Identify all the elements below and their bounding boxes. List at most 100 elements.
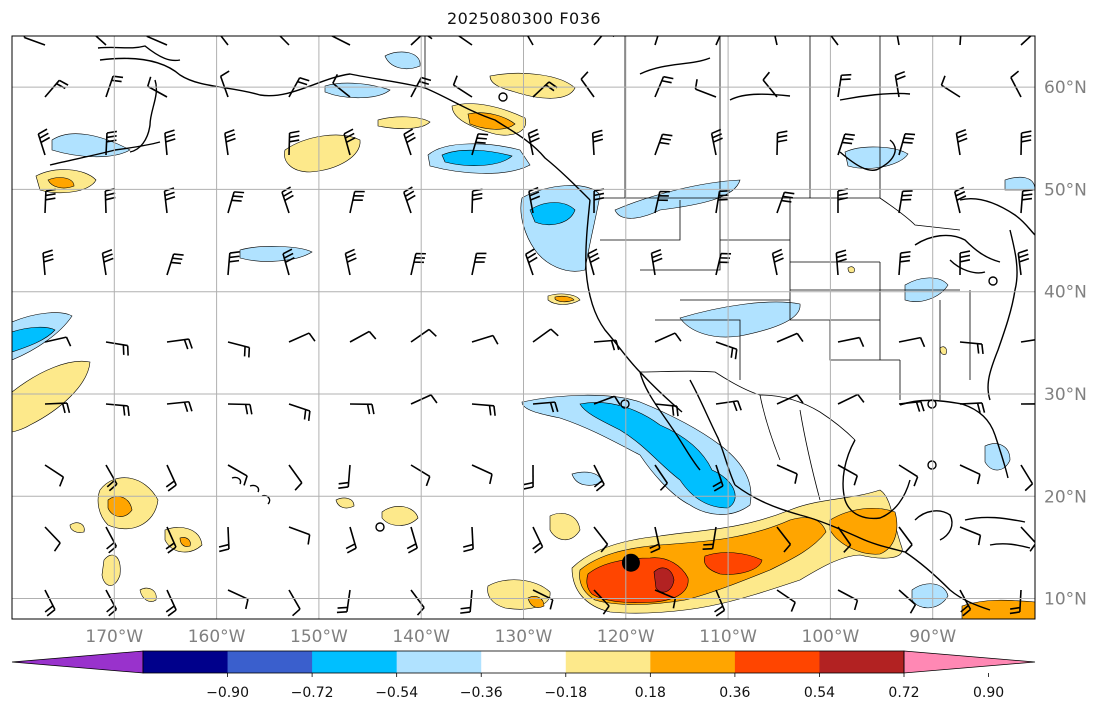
wind-barb [471,334,499,345]
positive-anomaly-west-south [101,554,121,586]
wind-barb [345,526,357,554]
wind-barb [593,464,605,492]
colorbar-segment [143,651,229,673]
colorbar-segment [481,651,567,673]
colorbar-tick-label: −0.36 [460,685,503,701]
wind-barb [837,393,865,405]
wind-barb [774,36,778,46]
us-states-west [600,198,880,380]
wind-barb [654,589,677,609]
wind-barb [471,188,483,214]
wind-barb [649,526,661,554]
wind-barb [227,251,240,276]
negative-anomaly-pacific-nw-core [529,202,576,225]
wind-barb [837,133,855,156]
station-marker [620,399,630,409]
colorbar-segment [312,651,398,673]
wind-barb [471,464,493,485]
colorbar-segment [396,651,482,673]
yucatan [914,510,953,541]
wind-barb [762,71,778,98]
alaska-west-coast [129,79,158,153]
station-markers [375,92,998,532]
wind-barb [410,36,436,46]
longitude-label: 90°W [909,627,956,647]
colorbar-tick-label: 0.54 [804,685,835,701]
positive-anomaly-central-tiny [335,497,355,509]
wind-barb [166,400,193,412]
wind-barb [42,249,54,276]
wind-barb [959,402,986,414]
longitude-label: 150°W [290,627,348,647]
east-coast [987,229,1018,401]
positive-anomaly-south-central-core [527,596,545,608]
wind-barb [460,589,473,614]
wind-barb [837,73,852,98]
wind-barb [835,249,847,276]
wind-barb [593,526,609,553]
wind-barb [776,332,804,343]
station-marker [927,399,937,409]
wind-barb [527,128,540,156]
wind-barb [219,70,230,98]
positive-anomaly-east-gulf [829,507,898,555]
wind-barb [227,341,251,358]
coastlines [49,45,1035,611]
wind-barb [1017,249,1030,276]
positive-anomaly-alaska [489,73,576,99]
wind-barb [44,402,71,414]
wind-barb [336,589,351,614]
longitude-labels: 170°W 160°W 150°W 140°W 130°W 120°W 110°W 100°W… [85,627,956,647]
positive-anomaly-tropical-inner-east [703,552,763,575]
wind-barb [288,526,311,545]
wind-barb [94,36,107,46]
wind-barb [403,128,416,156]
wind-barb [532,526,544,554]
central-america [904,551,991,611]
wind-barb [278,36,290,46]
map-panel [11,35,1036,620]
colorbar-frame [142,650,905,674]
colorbar-tick-label: −0.18 [544,685,587,701]
wind-barb [1020,189,1033,214]
caribbean-islands [964,516,1031,549]
wind-barb [712,464,724,492]
mexico-pacific-coast [734,484,906,553]
wind-barb [591,129,604,156]
alaska-coast [99,57,591,201]
wind-barb [898,133,916,156]
longitude-label: 110°W [699,627,757,647]
west-coast [585,199,683,413]
colorbar-segment [734,651,820,673]
wind-barb [955,128,968,156]
wind-barb [654,464,669,491]
wind-barb [771,248,784,276]
positive-anomaly-central-small [381,506,419,526]
colorbar-segment [650,651,736,673]
wind-barb [654,36,659,46]
wind-barb [463,526,474,553]
wind-barb [165,464,177,492]
wind-barb [288,403,311,421]
wind-barb [654,190,670,214]
wind-barb [44,336,72,347]
wind-barb [165,589,177,617]
negative-anomaly-caribbean [911,583,949,609]
wind-barb [332,73,351,98]
station-marker [498,92,508,102]
wind-barb [959,36,962,46]
wind-barb [580,71,595,98]
colorbar-tick-label: 0.36 [719,685,750,701]
wind-barb [23,36,46,46]
positive-anomaly-west-south-tiny [69,522,85,533]
colorbar-extend-high [903,650,1036,674]
storm-center-marker [621,553,640,572]
wind-barb [776,464,798,484]
latitude-label: 20°N [1044,487,1087,507]
wind-barb [410,328,437,343]
wind-barb [288,589,301,617]
wind-barb [403,186,416,214]
wind-barb [227,191,245,214]
wind-barb [715,341,738,360]
latitude-label: 60°N [1044,78,1087,98]
